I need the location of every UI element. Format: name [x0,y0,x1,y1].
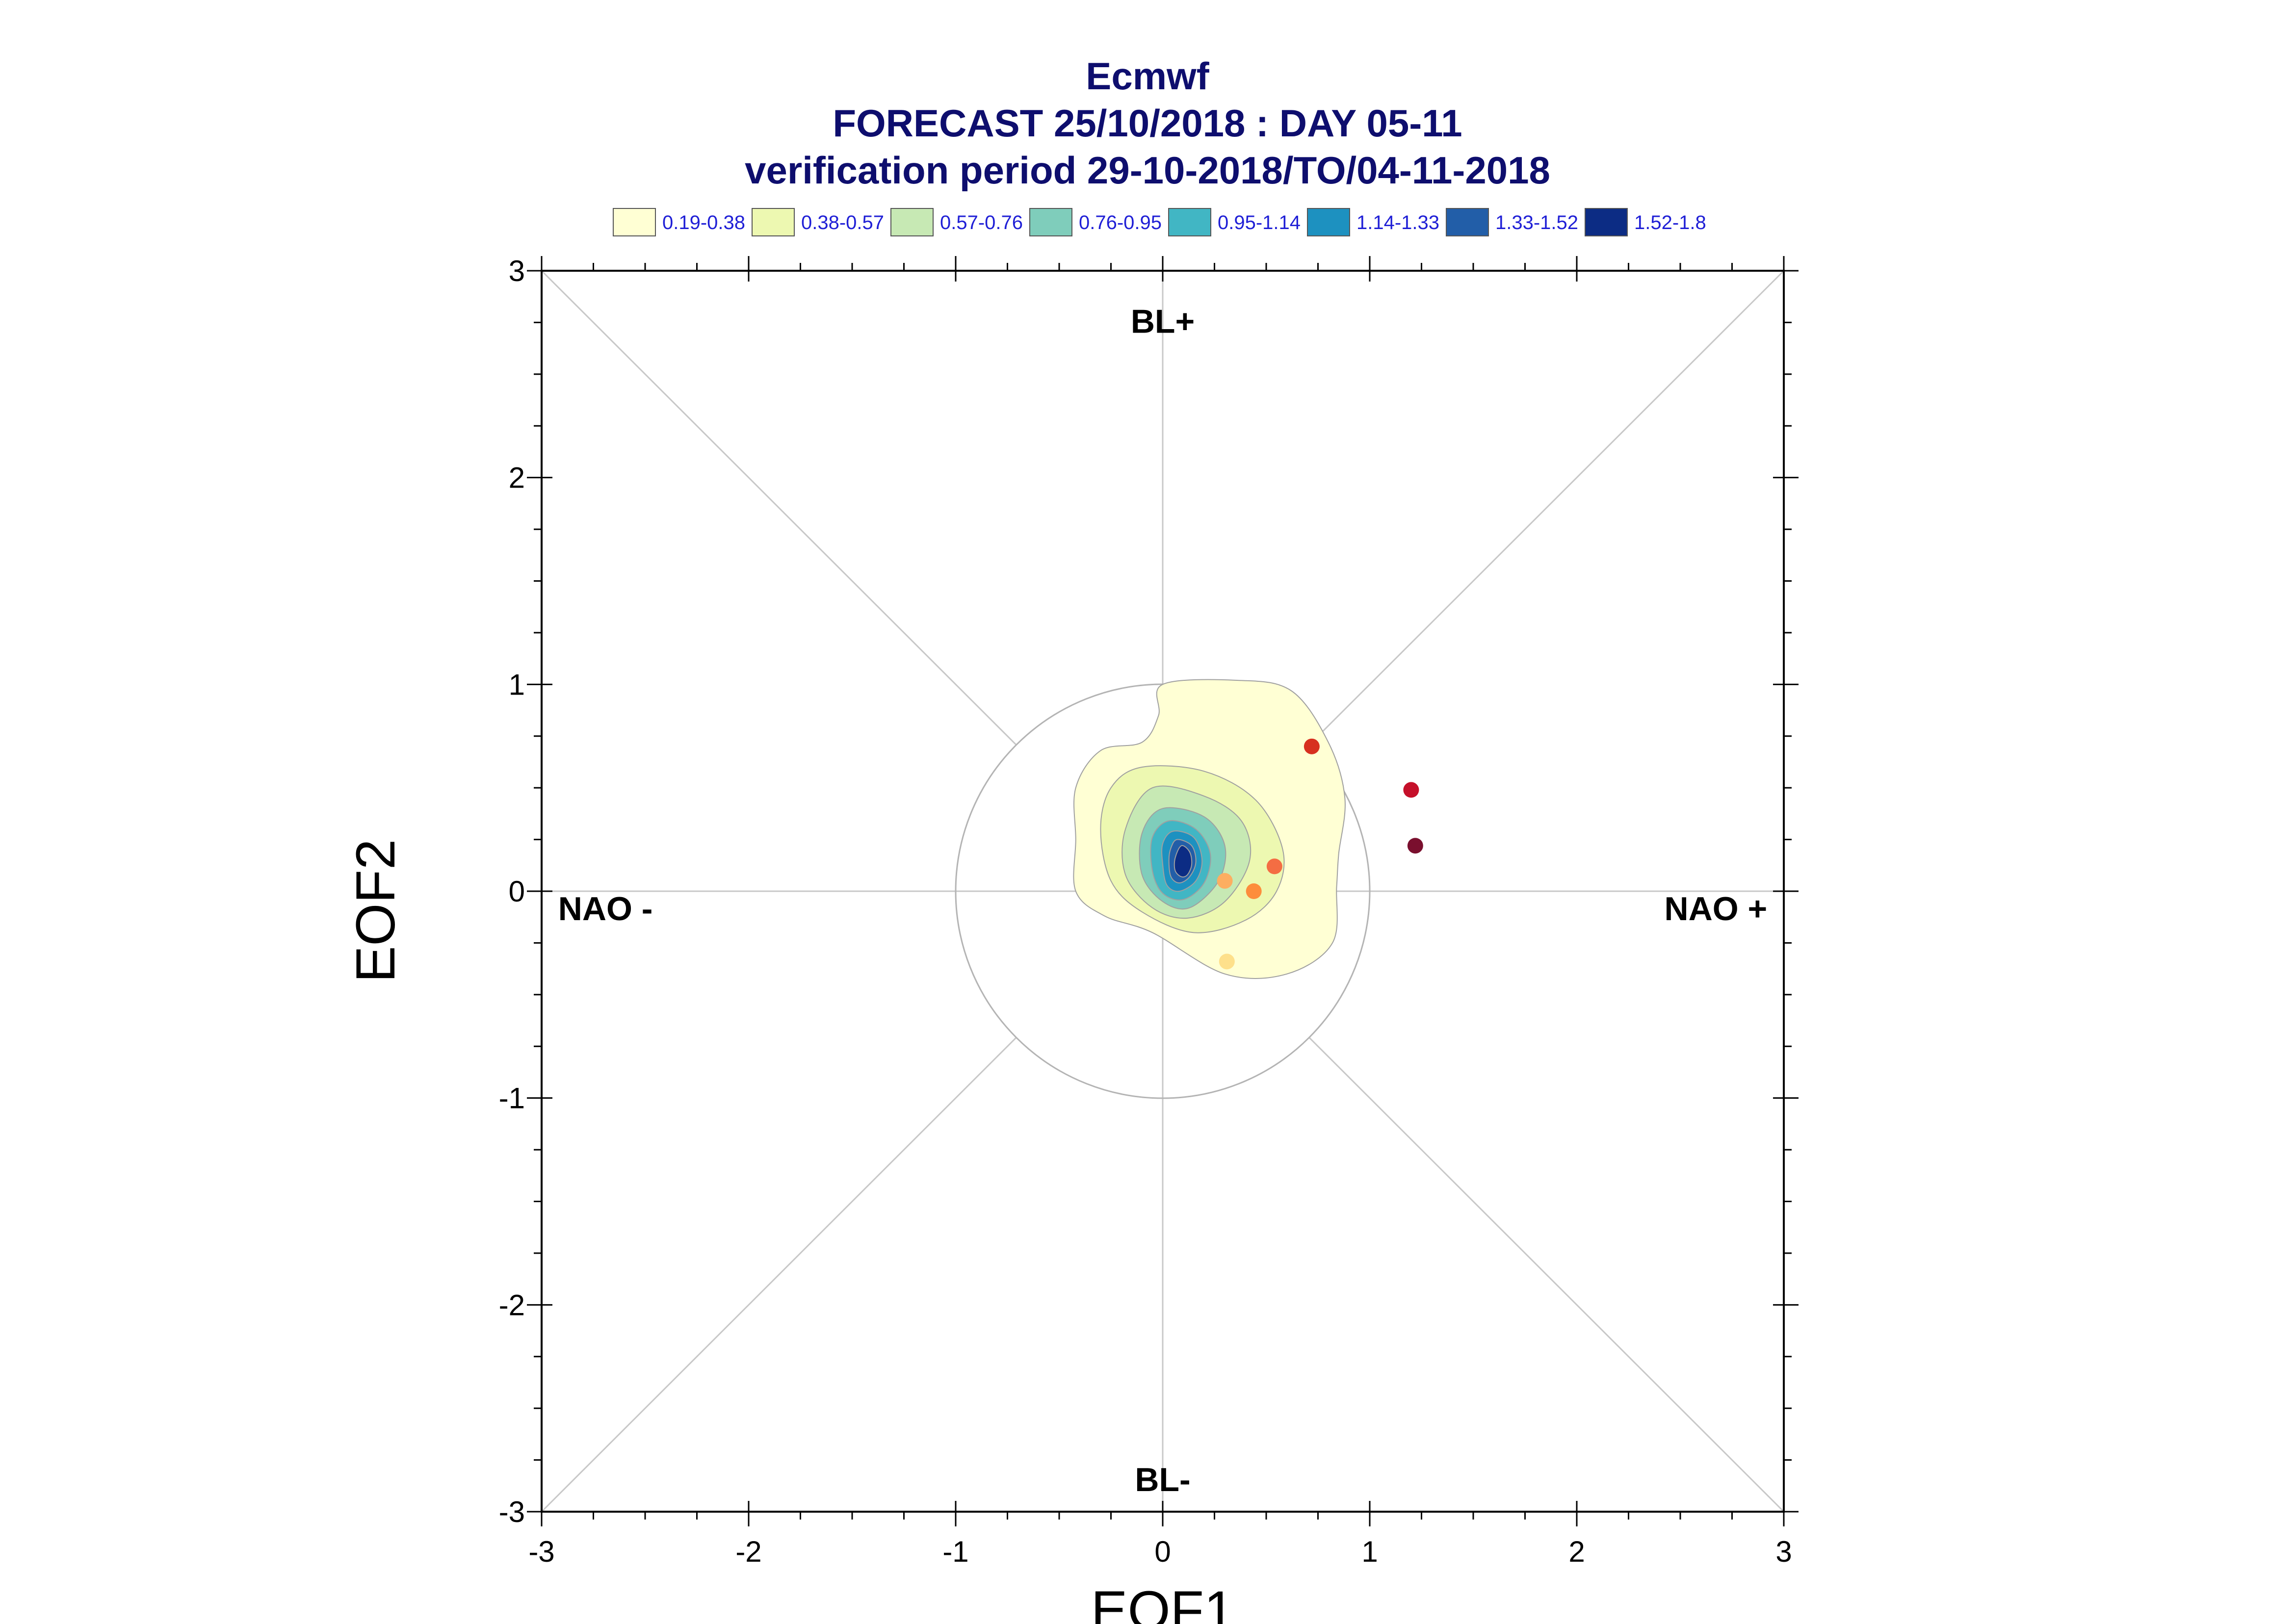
y-tick-label: 1 [509,668,525,701]
x-tick-label: 0 [1154,1535,1171,1568]
data-point-2 [1403,782,1419,798]
guide-diagonal-bottom-right [1308,1037,1785,1513]
legend-label-4: 0.76-0.95 [1079,212,1162,233]
legend-swatch-2 [752,208,795,236]
data-point-5 [1217,873,1233,889]
legend-swatch-3 [890,208,934,236]
title-line-1: Ecmwf [1086,54,1209,98]
guide-diagonal-bottom-left [541,1037,1017,1513]
legend-swatch-6 [1307,208,1350,236]
x-tick-label: -3 [528,1535,554,1568]
region-label-bl-minus: BL- [1135,1461,1190,1498]
legend-label-7: 1.33-1.52 [1495,212,1578,233]
y-tick-label: 3 [509,255,525,287]
y-tick-label: 0 [509,875,525,908]
region-label-nao-minus: NAO - [558,890,653,928]
plot-area: -3 -2 -1 0 1 2 3 -3 -2 -1 0 1 2 3 [499,255,1799,1568]
data-point-1 [1304,738,1320,754]
title-line-2: FORECAST 25/10/2018 : DAY 05-11 [833,102,1462,145]
x-tick-label: 3 [1775,1535,1792,1568]
x-tick-label: 1 [1361,1535,1378,1568]
y-tick-label: 2 [509,462,525,494]
x-axis-label: EOF1 [1091,1580,1235,1624]
legend-label-5: 0.95-1.14 [1218,212,1301,233]
legend-label-2: 0.38-0.57 [801,212,884,233]
region-label-bl-plus: BL+ [1131,303,1195,340]
legend-label-8: 1.52-1.8 [1634,212,1706,233]
density-contour-8 [1174,845,1193,878]
legend-swatch-4 [1029,208,1072,236]
legend-swatch-5 [1168,208,1211,236]
y-axis-label: EOF2 [345,839,406,983]
data-point-6 [1246,883,1262,899]
x-tick-label: -1 [942,1535,968,1568]
legend-label-1: 0.19-0.38 [662,212,745,233]
data-point-4 [1266,858,1282,875]
guide-diagonal-top-left [541,270,1017,746]
legend-swatch-7 [1446,208,1489,236]
x-tick-label: 2 [1568,1535,1585,1568]
density-contours [1073,679,1346,979]
y-tick-label: -2 [499,1289,525,1321]
legend-swatch-1 [613,208,656,236]
x-tick-label: -2 [735,1535,761,1568]
data-point-7 [1219,954,1235,970]
data-point-3 [1407,838,1423,854]
legend-label-3: 0.57-0.76 [940,212,1023,233]
guide-diagonal-top-right [1308,270,1785,746]
legend: 0.19-0.38 0.38-0.57 0.57-0.76 0.76-0.95 0.95… [613,208,1706,236]
y-tick-label: -1 [499,1082,525,1115]
legend-swatch-8 [1585,208,1628,236]
data-points [1217,738,1423,970]
y-tick-label: -3 [499,1495,525,1528]
title-line-3: verification period 29-10-2018/TO/04-11-… [745,149,1550,192]
region-label-nao-plus: NAO + [1665,890,1768,928]
region-labels: BL+ BL- NAO - NAO + [558,303,1767,1498]
axis-labels: EOF1 EOF2 [345,839,1234,1624]
axis-ticks: -3 -2 -1 0 1 2 3 -3 -2 -1 0 1 2 3 [499,255,1799,1568]
chart-title: Ecmwf FORECAST 25/10/2018 : DAY 05-11 ve… [745,54,1550,192]
legend-label-6: 1.14-1.33 [1356,212,1439,233]
